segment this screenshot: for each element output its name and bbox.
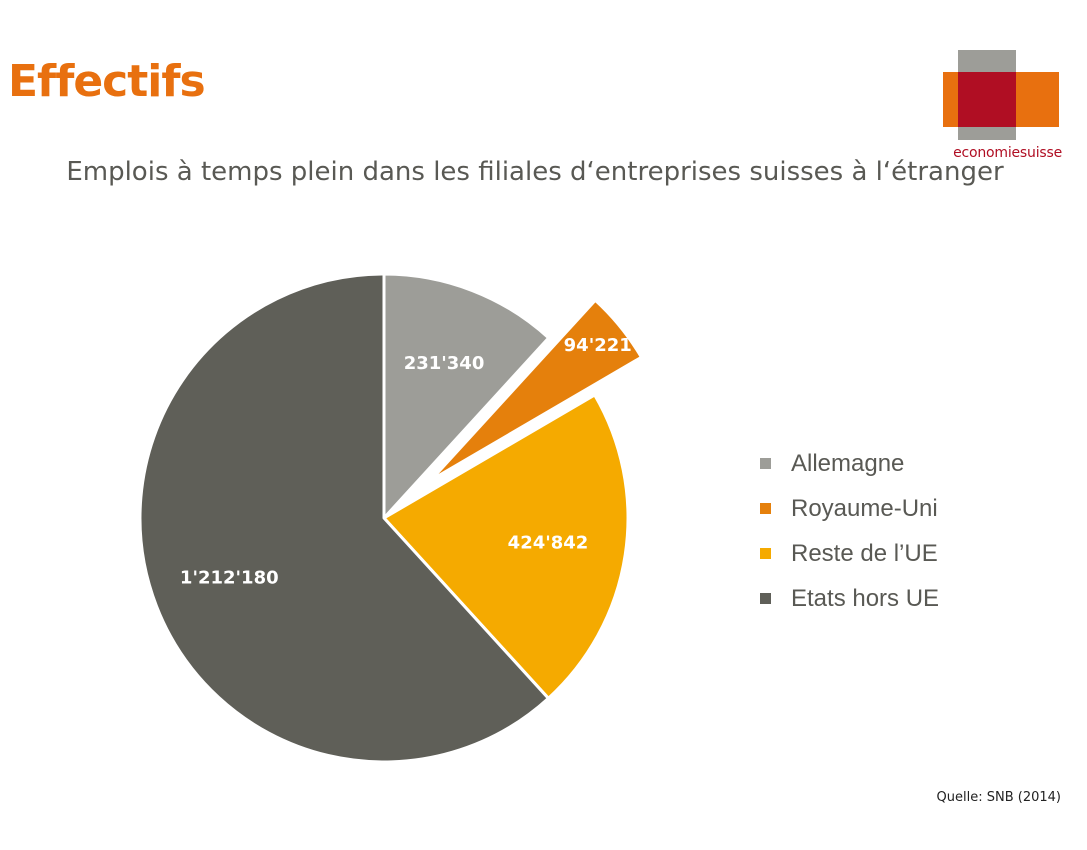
legend-swatch-2 <box>760 548 771 559</box>
economiesuisse-logo: economiesuisse <box>940 50 1062 165</box>
slice-value-label-2: 424'842 <box>508 533 589 554</box>
legend-label-0: Allemagne <box>791 450 905 477</box>
slice-value-label-0: 231'340 <box>404 353 485 374</box>
legend-swatch-3 <box>760 593 771 604</box>
legend-swatch-1 <box>760 503 771 514</box>
pie-slice-3 <box>138 272 550 764</box>
logo-red-square <box>958 72 1016 127</box>
chart-title: Emplois à temps plein dans les filiales … <box>66 157 1004 187</box>
logo-wordmark: economiesuisse <box>953 145 1062 161</box>
slice-value-label-1: 94'221 <box>564 335 632 356</box>
pie-slice-1 <box>429 298 643 482</box>
source-note: Quelle: SNB (2014) <box>936 790 1061 805</box>
slice-value-label-3: 1'212'180 <box>180 567 279 588</box>
page-heading: Effectifs <box>8 56 206 107</box>
legend-label-2: Reste de l’UE <box>791 540 938 567</box>
pie-slice-2 <box>382 393 630 700</box>
legend-label-1: Royaume-Uni <box>791 495 938 522</box>
legend-label-3: Etats hors UE <box>791 585 940 612</box>
legend-swatch-0 <box>760 458 771 469</box>
pie-slice-0 <box>382 272 551 520</box>
